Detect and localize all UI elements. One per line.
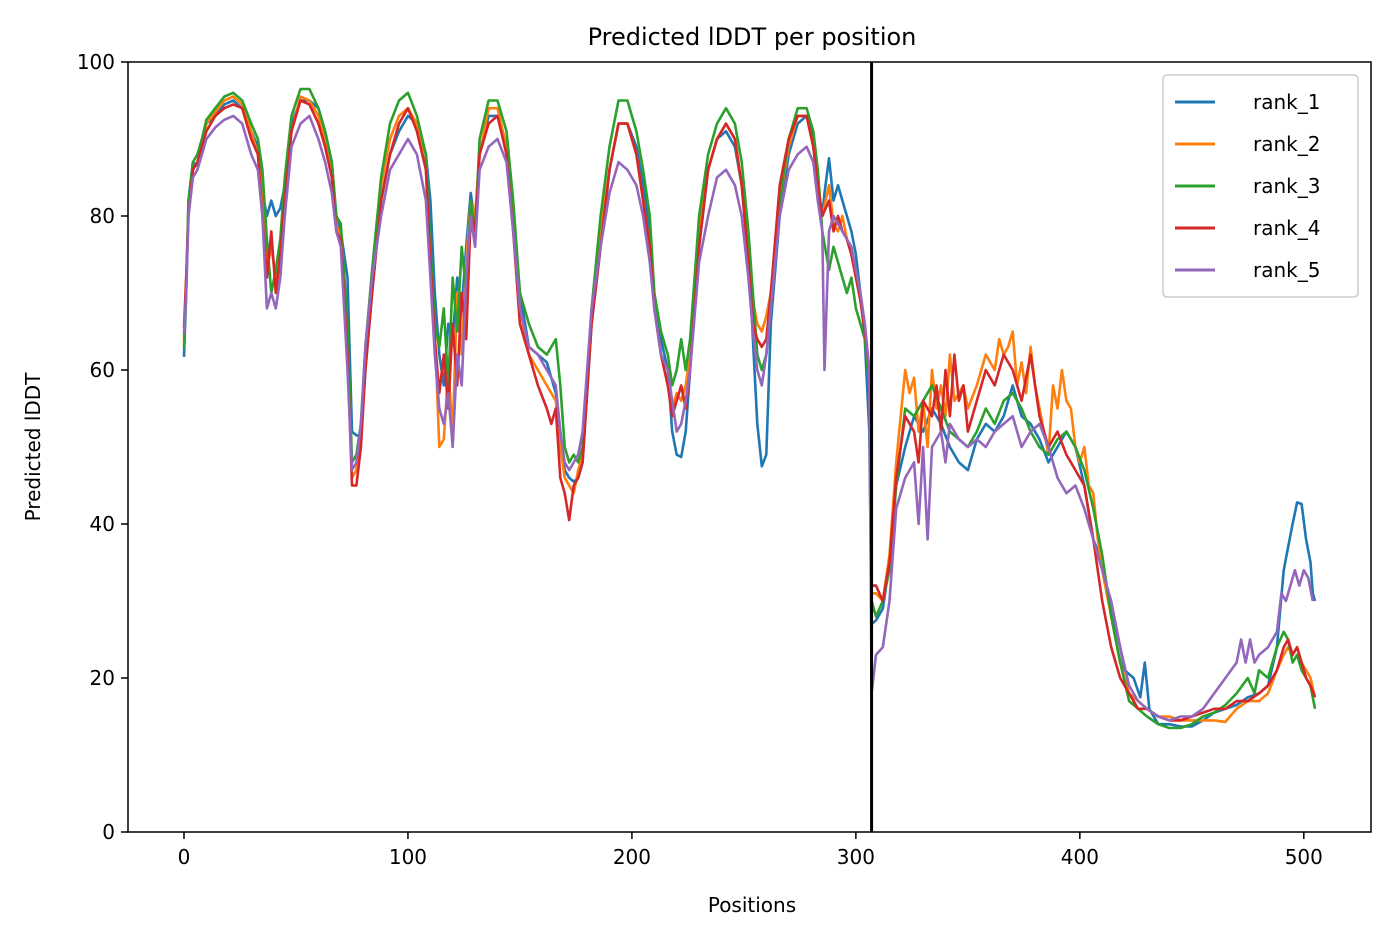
legend-label: rank_5: [1253, 258, 1320, 282]
x-axis-label: Positions: [708, 893, 796, 917]
chart-title: Predicted lDDT per position: [588, 23, 917, 51]
x-tick-label: 200: [613, 845, 651, 869]
legend-label: rank_2: [1253, 132, 1320, 156]
y-tick-label: 40: [90, 512, 115, 536]
legend-label: rank_4: [1253, 216, 1320, 240]
legend: rank_1 rank_2 rank_3 rank_4 rank_5: [1162, 74, 1359, 298]
series-line-rank-4: [182, 99, 1317, 722]
legend-label: rank_1: [1253, 90, 1320, 114]
x-tick-label: 100: [389, 845, 427, 869]
y-tick-label: 60: [90, 358, 115, 382]
plot-area: [182, 62, 1317, 832]
y-tick-label: 20: [90, 666, 115, 690]
y-axis: 0 20 40 60 80 100: [77, 50, 128, 844]
y-tick-label: 0: [102, 820, 115, 844]
series-line-rank-5: [182, 114, 1315, 722]
plot-frame: [127, 61, 1372, 833]
x-tick-label: 300: [837, 845, 875, 869]
y-axis-label: Predicted lDDT: [21, 372, 45, 522]
x-axis: 0 100 200 300 400 500: [178, 832, 1323, 869]
legend-label: rank_3: [1253, 174, 1320, 198]
series-layer: [182, 87, 1317, 730]
legend-box: [1162, 74, 1359, 298]
x-tick-label: 500: [1285, 845, 1323, 869]
y-tick-label: 100: [77, 50, 115, 74]
x-tick-label: 400: [1061, 845, 1099, 869]
x-tick-label: 0: [178, 845, 191, 869]
y-tick-label: 80: [90, 204, 115, 228]
